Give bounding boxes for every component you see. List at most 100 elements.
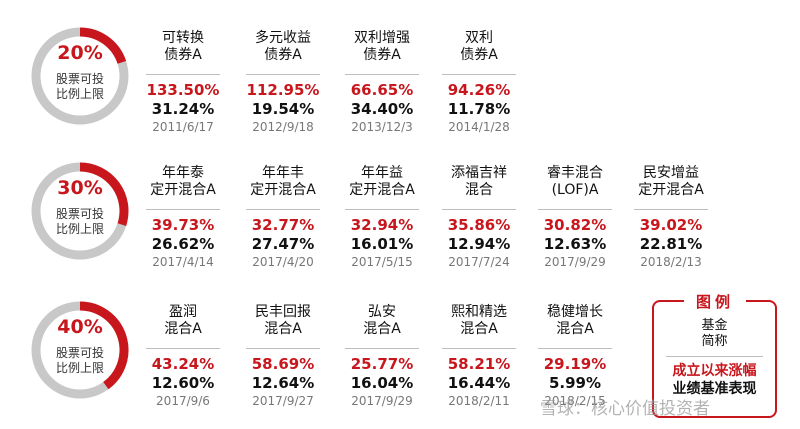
legend-fund-name: 基金 简称 [654,318,775,350]
watermark: 雪球：核心价值投资者 [540,399,710,419]
fund-name: 民丰回报 混合A [228,304,338,344]
fund-card: 年年丰 定开混合A 32.77% 27.47% 2017/4/20 [228,165,338,271]
equity-cap-label-line: 股票可投 [55,207,104,221]
fund-name: 可转换 债券A [128,30,238,70]
equity-cap-label: 股票可投 比例上限 [30,72,130,102]
fund-inception-date: 2018/2/13 [640,255,702,269]
ring-share-arc [79,162,129,226]
fund-inception-date: 2017/4/20 [252,255,314,269]
fund-return: 58.21% [447,355,511,373]
fund-name-line: 可转换 [162,30,204,46]
fund-inception-date: 2017/7/24 [448,255,510,269]
fund-benchmark: 12.64% [251,374,315,392]
fund-name-line: 多元收益 [255,30,311,46]
fund-benchmark: 16.44% [447,374,511,392]
fund-name: 年年丰 定开混合A [228,165,338,205]
fund-divider [442,74,516,75]
fund-benchmark: 12.94% [447,235,511,253]
fund-return: 30.82% [543,216,607,234]
fund-name-line: 混合A [556,321,594,337]
fund-name-line: 年年益 [361,165,403,181]
fund-benchmark: 12.60% [151,374,215,392]
fund-benchmark: 12.63% [543,235,607,253]
legend-name-line: 简称 [701,334,728,349]
equity-cap-label-line: 比例上限 [55,87,104,101]
fund-name-line: 双利增强 [354,30,410,46]
fund-divider [146,348,220,349]
fund-row: 30% 股票可投 比例上限 年年泰 定开混合A 39.73% 26.62% 2017/4/14… [0,153,800,283]
fund-card: 民安增益 定开混合A 39.02% 22.81% 2018/2/13 [616,165,726,271]
fund-inception-date: 2017/9/29 [351,394,413,408]
fund-card: 弘安 混合A 25.77% 16.04% 2017/9/29 [327,304,437,410]
fund-name: 稳健增长 混合A [520,304,630,344]
fund-divider [246,74,320,75]
fund-name: 熙和精选 混合A [424,304,534,344]
equity-cap-percent: 20% [57,42,103,64]
fund-name: 弘安 混合A [327,304,437,344]
fund-return: 66.65% [350,81,414,99]
fund-benchmark: 34.40% [350,100,414,118]
fund-name: 添福吉祥 混合 [424,165,534,205]
fund-divider [538,209,612,210]
fund-name: 双利 债券A [424,30,534,70]
legend-divider [666,356,763,357]
fund-name-line: 债券A [164,47,202,63]
fund-name-line: 民安增益 [643,165,699,181]
fund-divider [442,209,516,210]
fund-name-line: 弘安 [368,304,396,320]
fund-inception-date: 2017/9/6 [156,394,210,408]
fund-return: 35.86% [447,216,511,234]
fund-divider [538,348,612,349]
fund-name: 双利增强 债券A [327,30,437,70]
fund-name-line: 混合A [164,321,202,337]
fund-benchmark: 27.47% [251,235,315,253]
equity-cap-label-line: 比例上限 [55,361,104,375]
fund-card: 年年益 定开混合A 32.94% 16.01% 2017/5/15 [327,165,437,271]
fund-name-line: 熙和精选 [451,304,507,320]
equity-cap-label-line: 股票可投 [55,72,104,86]
fund-inception-date: 2017/4/14 [152,255,214,269]
legend-box: 图例 基金 简称 成立以来涨幅 业绩基准表现 [652,291,777,418]
fund-name-line: 添福吉祥 [451,165,507,181]
equity-cap-label: 股票可投 比例上限 [30,207,130,237]
fund-card: 年年泰 定开混合A 39.73% 26.62% 2017/4/14 [128,165,238,271]
fund-card: 熙和精选 混合A 58.21% 16.44% 2018/2/11 [424,304,534,410]
fund-benchmark: 26.62% [151,235,215,253]
fund-name-line: 债券A [460,47,498,63]
fund-return: 25.77% [350,355,414,373]
fund-divider [442,348,516,349]
legend-benchmark-label: 业绩基准表现 [672,381,757,397]
equity-cap-percent: 40% [57,316,103,338]
fund-name: 盈润 混合A [128,304,238,344]
fund-name: 年年泰 定开混合A [128,165,238,205]
fund-name-line: 稳健增长 [547,304,603,320]
equity-cap-label-line: 比例上限 [55,222,104,236]
fund-row: 40% 股票可投 比例上限 盈润 混合A 43.24% 12.60% 2017/9/6 民丰回报… [0,292,800,422]
fund-row: 20% 股票可投 比例上限 可转换 债券A 133.50% 31.24% 2011/6/17 多… [0,18,800,148]
fund-card: 添福吉祥 混合 35.86% 12.94% 2017/7/24 [424,165,534,271]
equity-cap-ring: 40% 股票可投 比例上限 [30,300,130,400]
fund-inception-date: 2017/9/29 [544,255,606,269]
fund-name-line: (LOF)A [551,182,599,198]
fund-benchmark: 19.54% [251,100,315,118]
fund-name-line: 盈润 [169,304,197,320]
fund-benchmark: 31.24% [151,100,215,118]
fund-divider [634,209,708,210]
fund-inception-date: 2018/2/11 [448,394,510,408]
fund-divider [345,74,419,75]
fund-name-line: 双利 [465,30,493,46]
fund-return: 94.26% [447,81,511,99]
fund-name-line: 混合A [363,321,401,337]
fund-benchmark: 16.04% [350,374,414,392]
fund-card: 双利增强 债券A 66.65% 34.40% 2013/12/3 [327,30,437,136]
fund-name-line: 债券A [363,47,401,63]
fund-return: 58.69% [251,355,315,373]
fund-name-line: 年年丰 [262,165,304,181]
fund-inception-date: 2011/6/17 [152,120,214,134]
ring-share-arc [79,301,129,390]
fund-name-line: 民丰回报 [255,304,311,320]
fund-card: 睿丰混合 (LOF)A 30.82% 12.63% 2017/9/29 [520,165,630,271]
fund-divider [246,348,320,349]
fund-return: 29.19% [543,355,607,373]
fund-divider [146,209,220,210]
